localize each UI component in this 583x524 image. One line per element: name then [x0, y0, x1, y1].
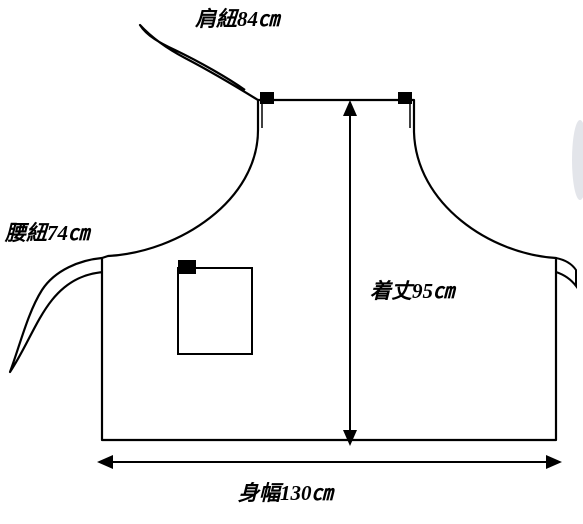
- edge-smudge: [572, 120, 583, 200]
- pocket-tab: [178, 260, 196, 274]
- label-waist-strap: 腰紐74㎝: [4, 221, 92, 245]
- neck-tab-right: [398, 92, 412, 104]
- label-length: 着丈95㎝: [370, 279, 457, 303]
- shoulder-strap: [140, 25, 258, 100]
- apron-body: [102, 100, 556, 440]
- pocket: [178, 260, 252, 354]
- label-width: 身幅130㎝: [238, 481, 335, 505]
- width-arrow: [97, 455, 562, 469]
- waist-strap: [10, 258, 108, 372]
- apron-diagram: 肩紐84㎝ 腰紐74㎝ 着丈95㎝ 身幅130㎝: [0, 0, 583, 524]
- label-shoulder-strap: 肩紐84㎝: [194, 7, 282, 31]
- neck-tab-left: [260, 92, 274, 104]
- right-strap-stub: [556, 258, 576, 286]
